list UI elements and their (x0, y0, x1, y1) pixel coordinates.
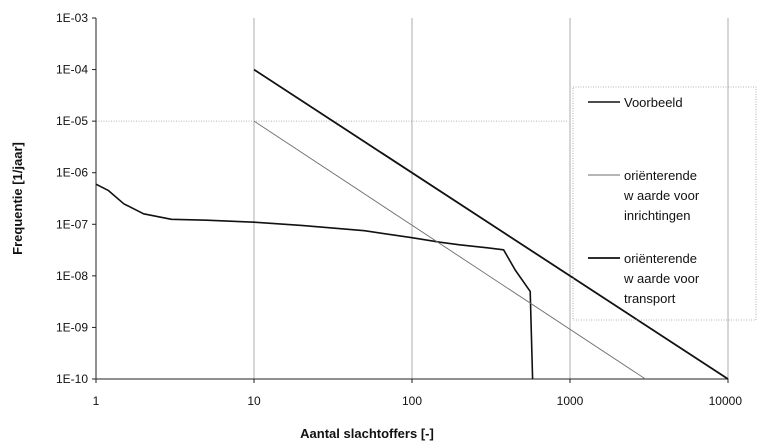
x-axis-title: Aantal slachtoffers [-] (300, 426, 434, 441)
y-tick-label: 1E-09 (56, 320, 88, 334)
x-tick-label: 10000 (709, 394, 743, 408)
legend-label: w aarde voor (623, 271, 700, 286)
axes (92, 17, 729, 383)
series-line-2 (253, 120, 646, 380)
x-tick-label: 10 (247, 394, 261, 408)
series-line-3 (253, 68, 729, 380)
legend-box (572, 86, 757, 321)
x-tick-label: 1 (93, 394, 100, 408)
y-tick-label: 1E-04 (56, 63, 88, 77)
x-tick-label: 100 (402, 394, 422, 408)
y-tick-label: 1E-06 (56, 166, 88, 180)
series-lines (95, 68, 729, 380)
legend-label: oriënterende (624, 168, 697, 183)
legend-label: inrichtingen (624, 208, 691, 223)
y-tick-label: 1E-07 (56, 217, 88, 231)
legend-label: Voorbeeld (624, 95, 683, 110)
y-tick-label: 1E-10 (56, 372, 88, 386)
legend-label: oriënterende (624, 251, 697, 266)
x-tick-labels: 1 10 100 1000 10000 (93, 394, 743, 408)
legend-label: transport (624, 291, 676, 306)
y-tick-label: 1E-08 (56, 269, 88, 283)
x-tick-label: 1000 (557, 394, 584, 408)
legend: Voorbeeld oriënterende w aarde voor inricht… (572, 86, 757, 321)
y-tick-labels: 1E-03 1E-04 1E-05 1E-06 1E-07 1E-08 1E-09 1E-10 (56, 11, 88, 386)
series-line-1 (95, 183, 534, 380)
y-tick-label: 1E-05 (56, 114, 88, 128)
legend-label: w aarde voor (623, 188, 700, 203)
y-tick-label: 1E-03 (56, 11, 88, 25)
y-axis-title: Frequentie [1/jaar] (10, 142, 25, 255)
